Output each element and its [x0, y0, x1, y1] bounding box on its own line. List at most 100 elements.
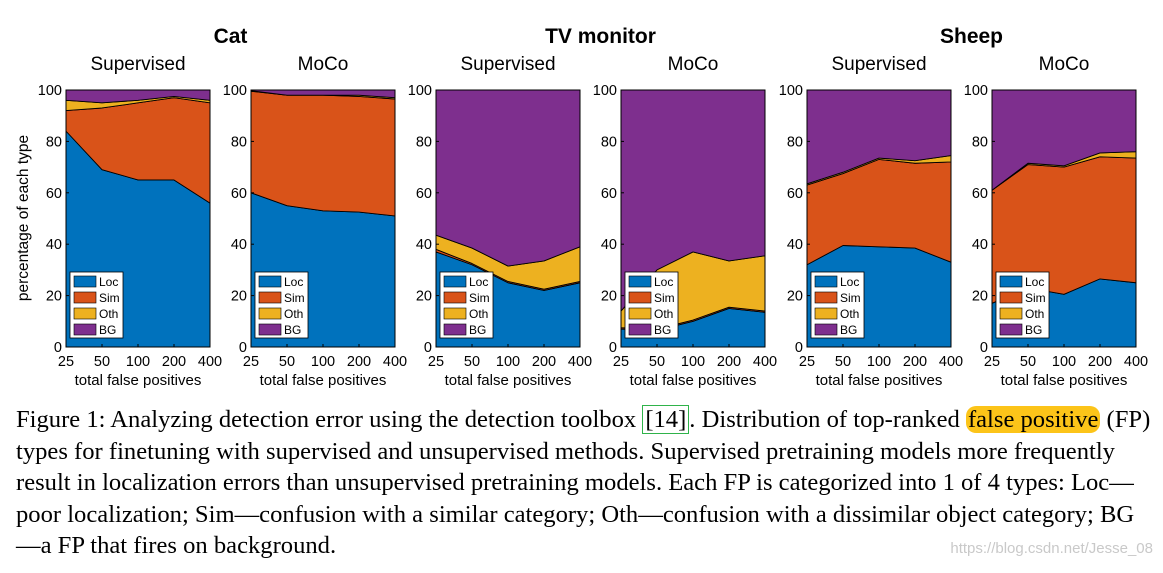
- legend-swatch-oth: [814, 307, 838, 320]
- legend-label-sim: Sim: [840, 291, 861, 305]
- x-tick-label: 100: [867, 354, 891, 370]
- legend-label-sim: Sim: [284, 291, 305, 305]
- y-tick-label: 100: [408, 83, 432, 99]
- y-tick-label: 60: [46, 186, 62, 202]
- x-axis-label: total false positives: [75, 372, 202, 389]
- y-tick-label: 60: [787, 186, 803, 202]
- legend-swatch-loc: [628, 275, 652, 288]
- y-tick-label: 20: [972, 289, 988, 305]
- legend-swatch-loc: [999, 275, 1023, 288]
- legend: Loc Sim Oth BG: [439, 271, 494, 339]
- legend-swatch-loc: [258, 275, 282, 288]
- legend-label-bg: BG: [99, 323, 116, 337]
- y-tick-label: 40: [601, 237, 617, 253]
- legend-swatch-bg: [73, 323, 97, 336]
- legend-label-loc: Loc: [99, 275, 118, 289]
- legend-label-loc: Loc: [469, 275, 488, 289]
- legend-label-loc: Loc: [284, 275, 303, 289]
- x-tick-label: 50: [1020, 354, 1036, 370]
- y-tick-label: 0: [795, 340, 803, 356]
- x-axis-label: total false positives: [260, 372, 387, 389]
- y-tick-label: 60: [601, 186, 617, 202]
- legend-swatch-loc: [814, 275, 838, 288]
- y-tick-label: 20: [231, 289, 247, 305]
- y-tick-label: 20: [601, 289, 617, 305]
- legend-swatch-oth: [443, 307, 467, 320]
- x-tick-label: 100: [1052, 354, 1076, 370]
- panel-4: 0 20 40 60 80 100 25 50 100 200 400 total false pos…: [779, 54, 963, 389]
- legend-label-bg: BG: [1025, 323, 1042, 337]
- legend-swatch-sim: [628, 291, 652, 304]
- x-tick-label: 25: [799, 354, 815, 370]
- x-axis-label: total false positives: [816, 372, 943, 389]
- legend: Loc Sim Oth BG: [254, 271, 309, 339]
- legend-swatch-sim: [73, 291, 97, 304]
- legend-swatch-oth: [999, 307, 1023, 320]
- watermark: https://blog.csdn.net/Jesse_08: [950, 540, 1153, 557]
- y-tick-label: 60: [972, 186, 988, 202]
- figure-caption: Figure 1: Analyzing detection error usin…: [16, 404, 1151, 562]
- legend-swatch-bg: [258, 323, 282, 336]
- legend-label-sim: Sim: [99, 291, 120, 305]
- x-tick-label: 25: [428, 354, 444, 370]
- caption-text-1: Figure 1: Analyzing detection error usin…: [16, 406, 643, 433]
- legend-label-bg: BG: [284, 323, 301, 337]
- x-tick-label: 100: [496, 354, 520, 370]
- panel-subtitle: MoCo: [1039, 54, 1090, 75]
- legend-label-oth: Oth: [840, 307, 859, 321]
- x-axis-label: total false positives: [445, 372, 572, 389]
- legend-label-bg: BG: [469, 323, 486, 337]
- y-tick-label: 20: [787, 289, 803, 305]
- y-tick-label: 60: [416, 186, 432, 202]
- x-tick-label: 100: [311, 354, 335, 370]
- y-tick-label: 100: [38, 83, 62, 99]
- y-tick-label: 40: [972, 237, 988, 253]
- group-title-2: Sheep: [940, 25, 1003, 48]
- caption-text-3: (FP) types for finetuning with supervise…: [16, 406, 1151, 559]
- legend-label-sim: Sim: [654, 291, 675, 305]
- legend-label-loc: Loc: [654, 275, 673, 289]
- group-title-1: TV monitor: [545, 25, 656, 48]
- caption-text-2: . Distribution of top-ranked: [689, 406, 966, 433]
- legend-swatch-bg: [999, 323, 1023, 336]
- panel-subtitle: Supervised: [90, 54, 185, 75]
- panel-5: 0 20 40 60 80 100 25 50 100 200 400 total false pos…: [964, 54, 1148, 389]
- legend-label-bg: BG: [840, 323, 857, 337]
- legend: Loc Sim Oth BG: [995, 271, 1050, 339]
- legend-swatch-oth: [258, 307, 282, 320]
- y-tick-label: 0: [609, 340, 617, 356]
- area-bg-panel-2: [435, 89, 581, 267]
- legend-label-oth: Oth: [654, 307, 673, 321]
- legend: Loc Sim Oth BG: [810, 271, 865, 339]
- legend-swatch-loc: [443, 275, 467, 288]
- y-tick-label: 20: [46, 289, 62, 305]
- legend-swatch-oth: [73, 307, 97, 320]
- x-tick-label: 200: [903, 354, 927, 370]
- legend: Loc Sim Oth BG: [624, 271, 679, 339]
- x-tick-label: 400: [383, 354, 407, 370]
- legend-swatch-sim: [814, 291, 838, 304]
- legend-swatch-sim: [999, 291, 1023, 304]
- y-tick-label: 40: [416, 237, 432, 253]
- y-tick-label: 0: [54, 340, 62, 356]
- y-tick-label: 20: [416, 289, 432, 305]
- x-tick-label: 400: [568, 354, 592, 370]
- legend-label-oth: Oth: [284, 307, 303, 321]
- group-title-0: Cat: [214, 25, 248, 48]
- y-tick-label: 80: [972, 134, 988, 150]
- x-tick-label: 200: [1088, 354, 1112, 370]
- y-tick-label: 80: [787, 134, 803, 150]
- y-tick-label: 40: [231, 237, 247, 253]
- y-axis-label: percentage of each type: [15, 135, 32, 301]
- x-tick-label: 50: [649, 354, 665, 370]
- legend-label-bg: BG: [654, 323, 671, 337]
- x-tick-label: 25: [243, 354, 259, 370]
- y-tick-label: 80: [231, 134, 247, 150]
- x-tick-label: 50: [94, 354, 110, 370]
- y-tick-label: 100: [964, 83, 988, 99]
- y-tick-label: 0: [424, 340, 432, 356]
- x-tick-label: 25: [984, 354, 1000, 370]
- citation-link[interactable]: [14]: [642, 405, 690, 434]
- y-tick-label: 0: [239, 340, 247, 356]
- panel-subtitle: Supervised: [460, 54, 555, 75]
